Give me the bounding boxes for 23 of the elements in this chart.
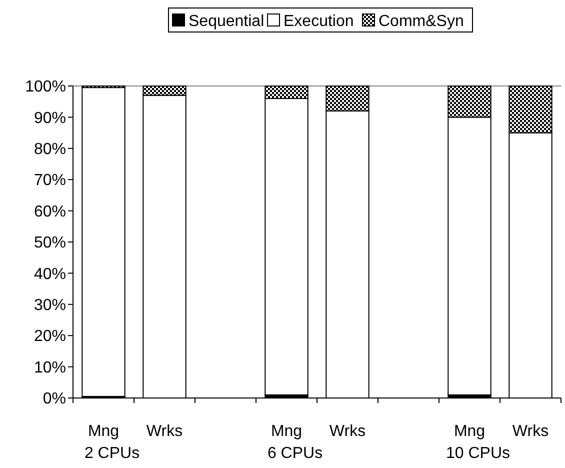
y-tick-label: 50%	[34, 234, 66, 252]
y-tick-label: 0%	[42, 390, 66, 408]
text: 10 CPUs	[446, 445, 510, 462]
y-tick-label: 60%	[34, 203, 66, 220]
y-tick-label: 30%	[34, 297, 66, 314]
legend-label: Comm&Syn	[378, 13, 464, 30]
y-tick-label: 70%	[34, 172, 66, 190]
y-tick-label: 40%	[34, 266, 66, 283]
y-tick-label: 10%	[34, 359, 66, 376]
y-tick-label: 100%	[25, 78, 66, 96]
x-tick-label: Mng	[454, 423, 486, 440]
x-tick-label: Mng	[270, 423, 302, 440]
y-tick-label: 90%	[34, 110, 66, 127]
x-tick-label: Wrks	[329, 423, 366, 440]
text: 6 CPUs	[267, 445, 323, 462]
x-tick-label: Wrks	[512, 423, 549, 440]
legend-label: Sequential	[188, 13, 264, 30]
x-tick-label: Mng	[88, 423, 120, 440]
y-tick-label: 20%	[34, 328, 66, 346]
text: 2 CPUs	[84, 445, 140, 462]
legend-label: Execution	[284, 13, 354, 30]
y-tick-label: 80%	[34, 141, 66, 158]
x-tick-label: Wrks	[146, 423, 183, 440]
